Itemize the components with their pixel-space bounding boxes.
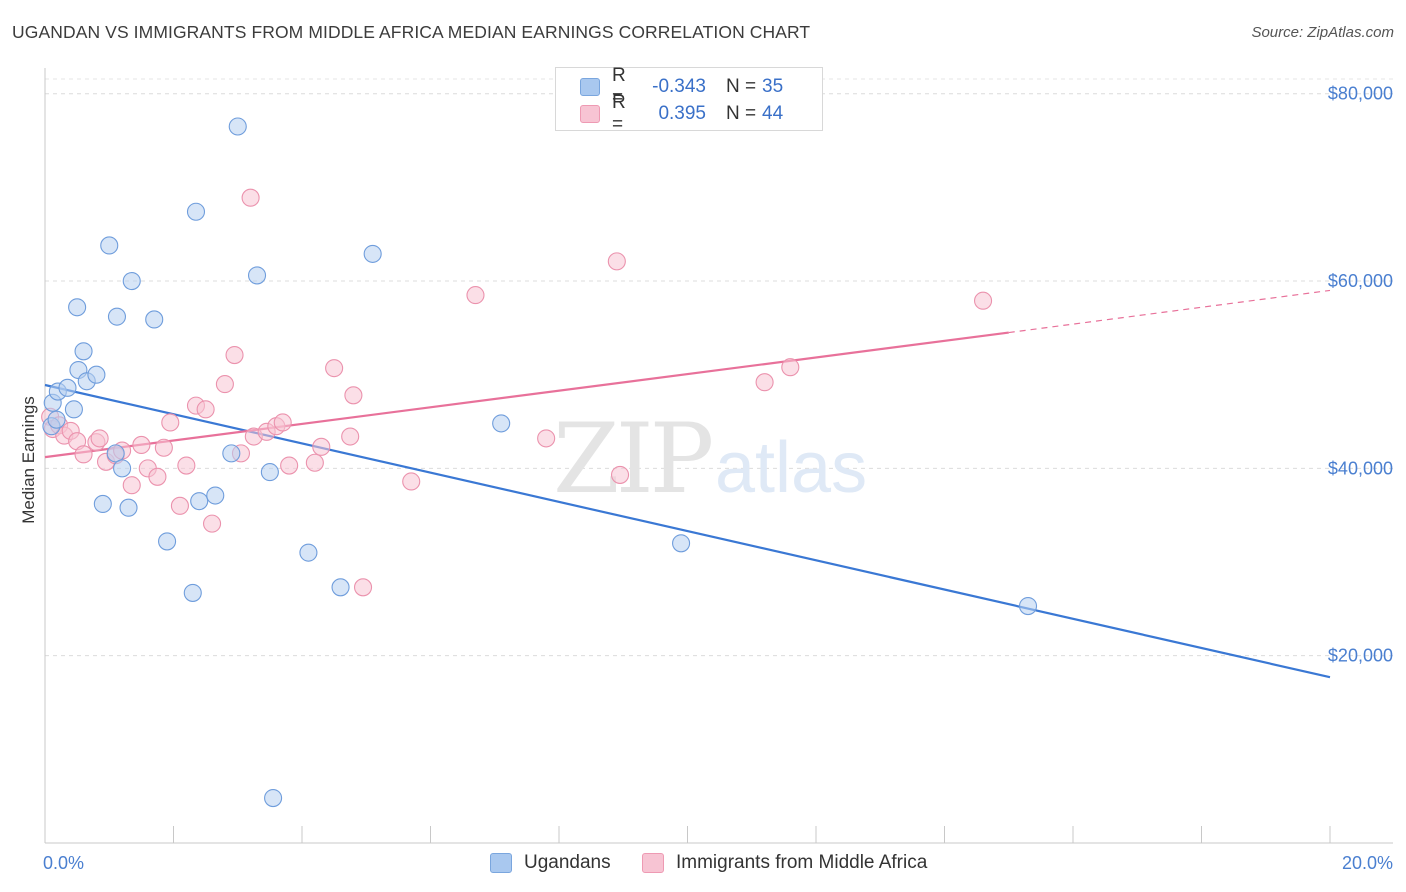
point-ugandans [264,788,283,808]
trend-line-middle-africa [44,331,1009,459]
point-middle-africa [610,465,630,484]
point-ugandans [68,298,87,317]
point-middle-africa [90,429,109,448]
n-value: 44 [762,103,784,124]
point-middle-africa [203,514,222,533]
y-axis-label: Median Earnings [19,396,38,524]
point-ugandans [93,494,112,514]
point-ugandans [1018,596,1038,616]
point-middle-africa [225,345,244,365]
axes [44,68,1393,844]
stats-legend: R = -0.343 N = 35 R = 0.395 N = 44 [555,65,823,135]
point-middle-africa [196,400,215,419]
point-middle-africa [402,472,421,491]
point-middle-africa [781,358,800,377]
point-middle-africa [341,427,360,446]
point-middle-africa [280,456,299,475]
point-ugandans [87,365,106,384]
y-tick-label: $60,000 [1328,271,1393,291]
source-label: Source: ZipAtlas.com [1251,24,1394,41]
point-ugandans [228,117,247,136]
point-middle-africa [215,375,234,394]
point-ugandans [672,534,691,553]
point-middle-africa [241,188,260,207]
legend-swatch-ugandans [490,853,512,873]
legend-item-ugandans[interactable]: Ugandans [490,852,611,874]
point-middle-africa [312,437,331,456]
point-ugandans [47,410,66,429]
point-ugandans [183,583,202,602]
point-middle-africa [755,373,774,392]
point-middle-africa [161,413,180,432]
x-tick-label: 20.0% [1342,853,1393,873]
point-ugandans [107,307,127,326]
point-ugandans [186,202,206,221]
point-ugandans [100,236,119,255]
series-legend: Ugandans Immigrants from Middle Africa [0,852,1406,878]
point-middle-africa [537,429,556,448]
point-ugandans [190,492,209,511]
legend-label-ugandans: Ugandans [524,852,611,873]
point-ugandans [74,342,93,361]
point-middle-africa [74,445,93,464]
trend-line-extension-middle-africa [1008,289,1331,334]
r-value: 0.395 [658,103,706,124]
point-middle-africa [148,467,167,486]
point-ugandans [363,244,382,263]
watermark-zip: ZIP [553,403,712,515]
point-ugandans [113,459,132,478]
r-value: -0.343 [652,76,706,97]
point-middle-africa [132,435,151,455]
point-ugandans [222,444,241,463]
legend-swatch-middle-africa [642,853,664,873]
point-middle-africa [170,496,189,515]
point-middle-africa [305,453,324,472]
y-tick-label: $80,000 [1328,84,1393,104]
point-middle-africa [344,386,363,405]
point-ugandans [106,444,125,463]
point-middle-africa [607,252,626,271]
r-label: R = [612,92,626,135]
point-ugandans [331,578,350,597]
point-middle-africa [177,456,196,475]
legend-label-middle-africa: Immigrants from Middle Africa [676,852,928,873]
legend-item-middle-africa[interactable]: Immigrants from Middle Africa [642,852,927,874]
legend-row-middle-africa: R = 0.395 N = 44 [580,92,784,135]
point-ugandans [119,498,138,517]
point-ugandans [145,310,164,329]
grid-lines [45,78,1393,657]
x-tick-label: 0.0% [43,853,84,873]
watermark: ZIP atlas [553,403,867,515]
point-middle-africa [973,291,993,310]
y-tick-label: $20,000 [1328,646,1393,666]
point-middle-africa [273,413,292,432]
point-middle-africa [122,476,141,495]
chart-title: UGANDAN VS IMMIGRANTS FROM MIDDLE AFRICA… [12,22,811,42]
point-middle-africa [325,359,344,378]
point-ugandans [206,486,225,505]
point-middle-africa [353,578,373,597]
point-ugandans [247,266,267,285]
point-ugandans [299,543,318,562]
point-ugandans [158,532,177,551]
y-tick-label: $40,000 [1328,458,1393,478]
data-points [41,117,1038,808]
tick-labels: $20,000 $40,000 $60,000 $80,000 0.0% 20.0% [43,84,1393,873]
point-ugandans [64,400,83,419]
legend-swatch-middle-africa [580,105,600,123]
legend-swatch-ugandans [580,78,600,96]
point-ugandans [58,378,77,397]
r-label: R = [612,65,626,108]
point-ugandans [122,271,141,291]
n-label: N = [726,76,757,97]
n-label: N = [726,103,757,124]
point-ugandans [492,414,511,433]
point-ugandans [260,463,279,482]
legend-row-ugandans: R = -0.343 N = 35 [580,65,784,108]
point-middle-africa [466,286,485,305]
watermark-atlas: atlas [715,428,867,508]
n-value: 35 [762,76,784,97]
point-middle-africa [154,438,173,457]
